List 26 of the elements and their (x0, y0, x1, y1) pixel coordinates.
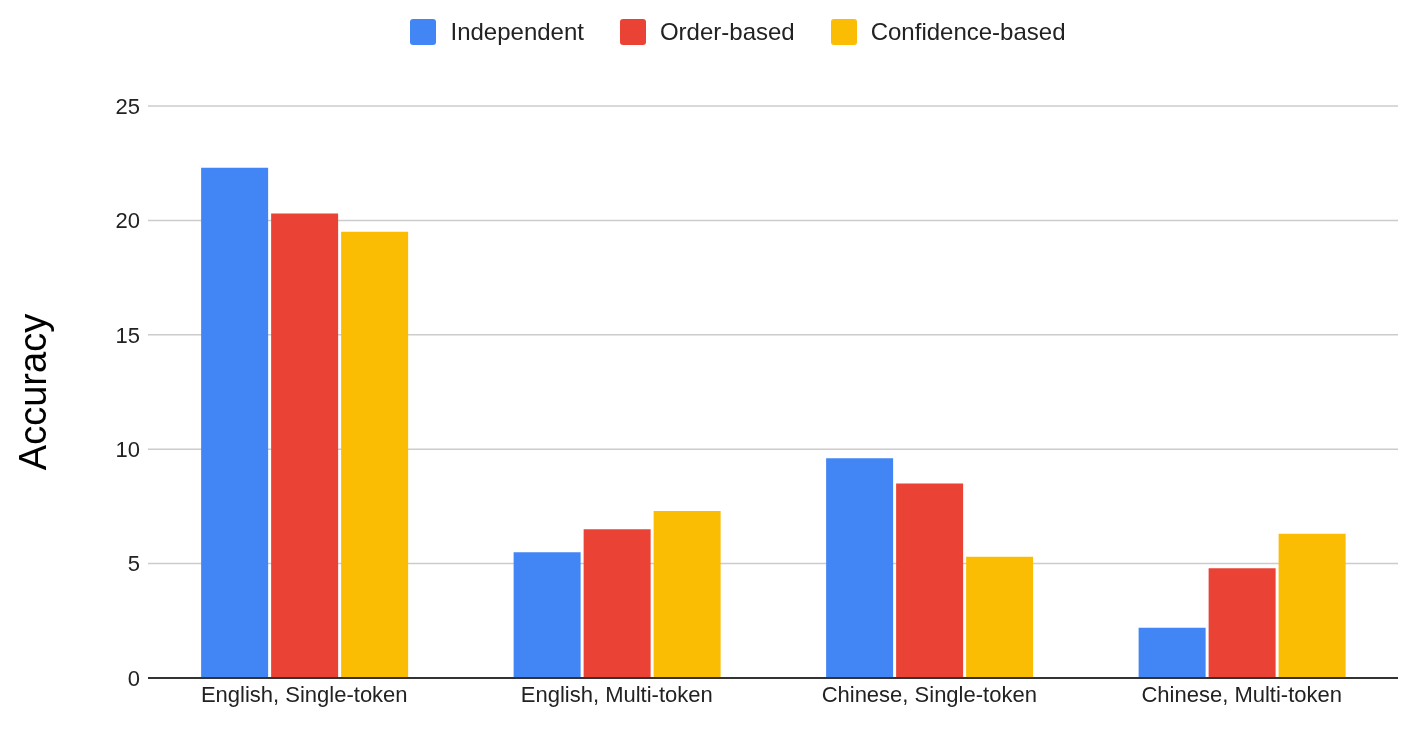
bar (271, 213, 339, 678)
bar (1208, 568, 1276, 678)
x-tick-label: English, Multi-token (520, 681, 713, 707)
legend-label: Order-based (659, 18, 795, 46)
y-tick-label: 0 (127, 665, 140, 691)
bar (653, 510, 721, 678)
y-axis-title: Accuracy (12, 313, 55, 471)
y-tick-label: 25 (115, 93, 140, 119)
bar (583, 529, 651, 678)
y-tick-label: 20 (115, 208, 140, 234)
legend-label: Independent (450, 18, 584, 46)
bar (513, 552, 581, 678)
y-tick-label: 15 (115, 322, 140, 348)
bar (1138, 627, 1206, 678)
bar (896, 483, 964, 678)
bar (826, 458, 894, 678)
bar (201, 167, 269, 678)
legend-label: Confidence-based (870, 18, 1066, 46)
y-tick-label: 10 (115, 437, 140, 463)
x-tick-label: Chinese, Single-token (821, 681, 1037, 707)
bar (341, 231, 409, 678)
y-tick-label: 5 (127, 551, 140, 577)
bar (1278, 533, 1346, 678)
x-tick-label: Chinese, Multi-token (1141, 681, 1343, 707)
bar (966, 556, 1034, 678)
x-tick-label: English, Single-token (200, 681, 408, 707)
